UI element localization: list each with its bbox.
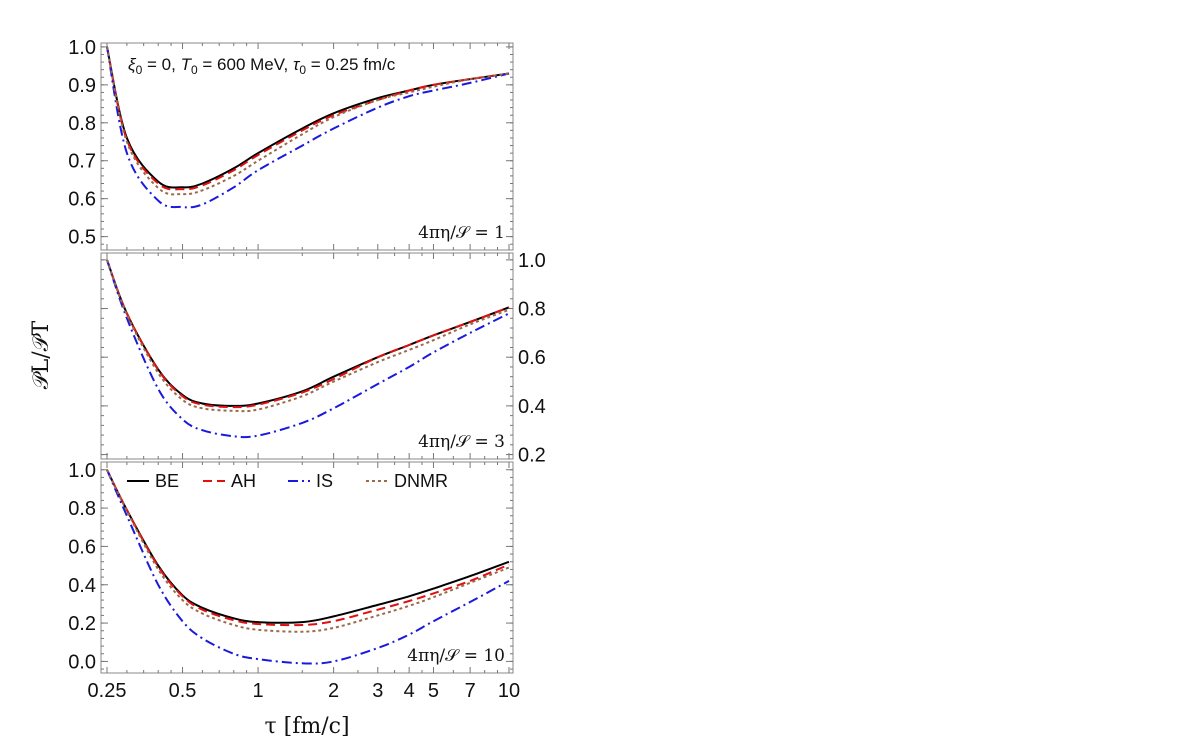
- series-line-ah: [106, 259, 510, 409]
- y-tick-label: 1.0: [68, 460, 96, 482]
- y-tick-label: 0.2: [68, 613, 96, 635]
- annotation-part: = 0.25 fm/c: [306, 55, 396, 74]
- x-tick-label: 7: [465, 680, 476, 702]
- x-tick-label: 2: [328, 680, 339, 702]
- panel-3: 0.0 0.2 0.4 0.6 0.8 1.0 4πη/𝒮 = 10: [68, 460, 514, 674]
- y-tick-label: 0.8: [518, 299, 546, 321]
- y-tick-label: 0.2: [518, 445, 546, 467]
- panel-frame: [100, 252, 514, 460]
- x-tick-label: 0.25: [88, 680, 127, 702]
- y-tick-label: 0.8: [68, 498, 96, 520]
- x-tick-label: 10: [498, 680, 520, 702]
- x-tick-label: 5: [428, 680, 439, 702]
- series-line-dnmr: [106, 469, 510, 633]
- series-line-dnmr: [106, 259, 510, 413]
- series-line-is: [106, 259, 510, 439]
- y-tick-label: 1.0: [68, 37, 96, 59]
- annotation-part: ξ: [128, 55, 137, 74]
- annotation-part: τ: [293, 55, 301, 74]
- panel-label: 4πη/𝒮 = 10: [407, 646, 505, 666]
- x-tick-label: 0.5: [169, 680, 197, 702]
- panel-2: 0.2 0.4 0.6 0.8 1.0 4πη/𝒮 = 3: [100, 250, 546, 467]
- annotation-part: = 600 MeV,: [198, 55, 293, 74]
- annotation-part: 0: [191, 63, 198, 77]
- x-tick-label: 1: [253, 680, 264, 702]
- panel-label: 4πη/𝒮 = 1: [418, 223, 505, 243]
- y-tick-label: 0.6: [518, 347, 546, 369]
- panel-frame: [100, 42, 514, 251]
- annotation-part: = 0,: [142, 55, 180, 74]
- panel-1: 0.5 0.6 0.7 0.8 0.9 1.0 4πη/𝒮 = 1: [68, 37, 514, 251]
- panels: 0.5 0.6 0.7 0.8 0.9 1.0 4πη/𝒮 = 1 0.2 0.4 0.6 0.8 1…: [68, 37, 546, 702]
- panel-label: 4πη/𝒮 = 3: [418, 432, 505, 452]
- series-line-is: [106, 46, 510, 209]
- y-tick-label: 0.9: [68, 75, 96, 97]
- y-tick-label: 0.4: [68, 575, 96, 597]
- x-tick-label: 3: [372, 680, 383, 702]
- x-axis-title: τ [fm/c]: [264, 714, 349, 739]
- annotation-part: 0: [299, 63, 306, 77]
- y-tick-label: 0.6: [68, 536, 96, 558]
- series-group: [106, 469, 510, 665]
- legend-label-is: IS: [316, 471, 333, 491]
- y-tick-label: 0.0: [68, 651, 96, 673]
- series-line-dnmr: [106, 46, 510, 196]
- title-annotation: ξ0 = 0, T0 = 600 MeV, τ0 = 0.25 fm/c: [128, 55, 396, 77]
- annotation-part: T: [181, 55, 193, 74]
- y-axis-title: 𝒫L/𝒫T: [29, 320, 54, 389]
- y-tick-label: 0.8: [68, 113, 96, 135]
- series-line-ah: [106, 469, 510, 627]
- y-tick-label: 0.5: [68, 227, 96, 249]
- legend-label-ah: AH: [231, 471, 256, 491]
- series-group: [106, 259, 510, 439]
- series-group: [106, 46, 510, 209]
- y-tick-label: 0.7: [68, 151, 96, 173]
- legend-label-be: BE: [155, 471, 179, 491]
- x-tick-label: 4: [404, 680, 415, 702]
- panel-frame: [100, 461, 514, 674]
- y-tick-label: 0.4: [518, 396, 546, 418]
- annotation-part: 0: [136, 63, 143, 77]
- y-tick-label: 1.0: [518, 250, 546, 272]
- y-tick-label: 0.6: [68, 189, 96, 211]
- legend-label-dnmr: DNMR: [394, 471, 448, 491]
- series-line-be: [106, 46, 510, 189]
- series-line-is: [106, 469, 510, 665]
